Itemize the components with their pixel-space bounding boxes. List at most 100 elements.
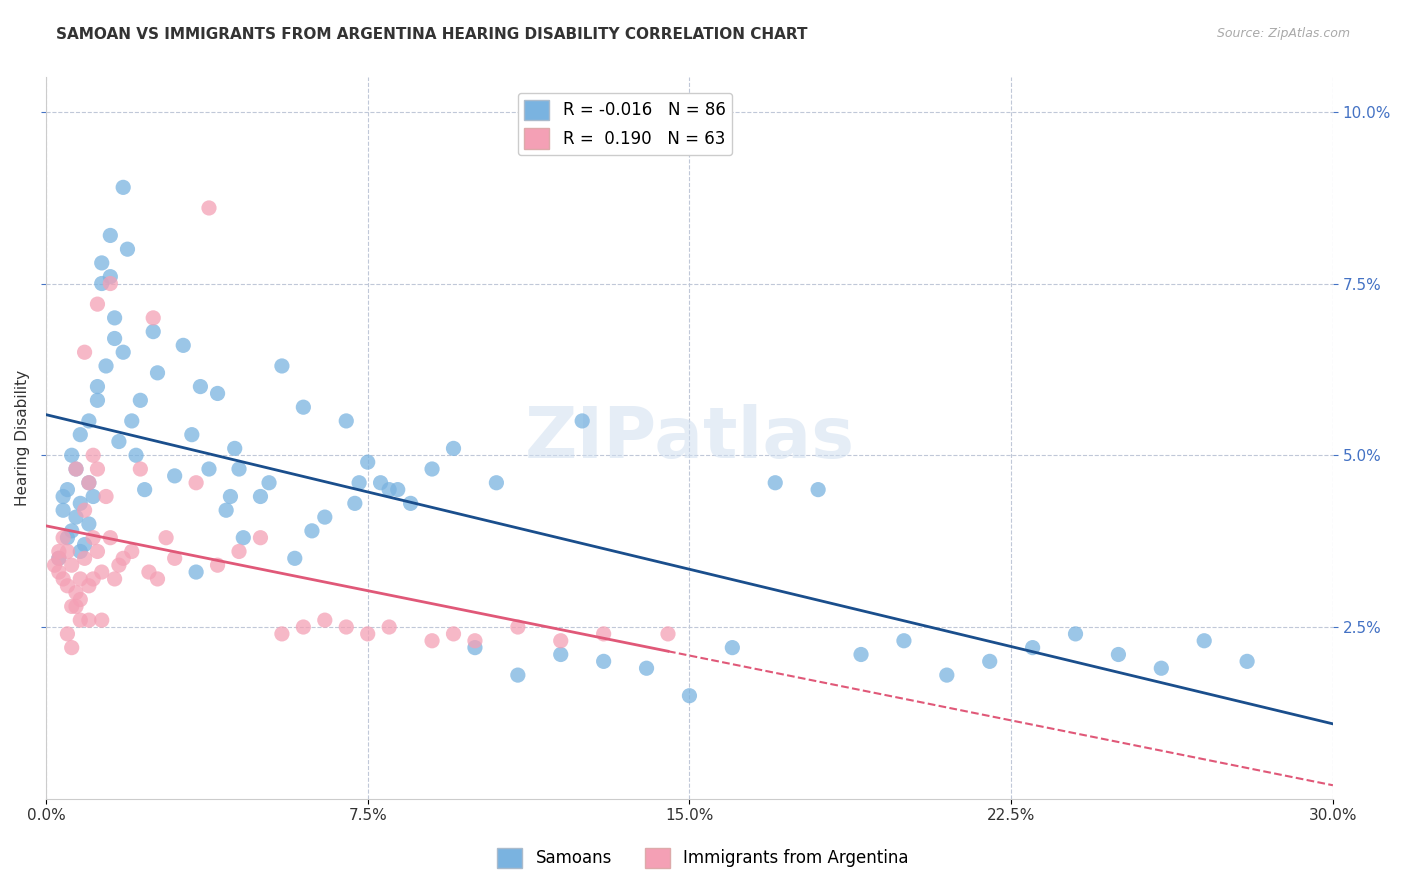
Point <box>343 496 366 510</box>
Point <box>357 627 380 641</box>
Point <box>314 613 336 627</box>
Point <box>979 654 1001 668</box>
Point <box>112 551 135 566</box>
Point <box>420 633 443 648</box>
Point <box>104 572 127 586</box>
Point <box>65 510 87 524</box>
Point <box>146 366 169 380</box>
Point <box>146 572 169 586</box>
Point <box>77 613 100 627</box>
Point <box>506 668 529 682</box>
Point <box>370 475 392 490</box>
Legend: R = -0.016   N = 86, R =  0.190   N = 63: R = -0.016 N = 86, R = 0.190 N = 63 <box>517 93 733 155</box>
Point <box>77 579 100 593</box>
Point <box>219 490 242 504</box>
Point <box>314 510 336 524</box>
Point <box>73 551 96 566</box>
Point <box>184 565 207 579</box>
Point <box>121 414 143 428</box>
Point <box>104 331 127 345</box>
Point <box>52 531 75 545</box>
Point <box>138 565 160 579</box>
Point <box>44 558 66 573</box>
Point <box>335 620 357 634</box>
Point <box>1236 654 1258 668</box>
Point <box>134 483 156 497</box>
Point <box>257 475 280 490</box>
Point <box>69 572 91 586</box>
Point <box>56 579 79 593</box>
Point <box>48 544 70 558</box>
Point <box>77 475 100 490</box>
Point <box>98 531 121 545</box>
Point <box>935 668 957 682</box>
Point <box>69 544 91 558</box>
Point <box>207 558 229 573</box>
Point <box>893 633 915 648</box>
Point <box>82 490 104 504</box>
Point <box>1107 648 1129 662</box>
Legend: Samoans, Immigrants from Argentina: Samoans, Immigrants from Argentina <box>491 841 915 875</box>
Point <box>420 462 443 476</box>
Point <box>82 572 104 586</box>
Point <box>387 483 409 497</box>
Point <box>142 310 165 325</box>
Point <box>443 442 465 456</box>
Point <box>464 633 486 648</box>
Point <box>163 551 186 566</box>
Point <box>69 592 91 607</box>
Point <box>48 551 70 566</box>
Point <box>232 531 254 545</box>
Point <box>82 448 104 462</box>
Point <box>77 414 100 428</box>
Point <box>172 338 194 352</box>
Point <box>104 310 127 325</box>
Point <box>90 256 112 270</box>
Point <box>108 434 131 449</box>
Point <box>550 633 572 648</box>
Point <box>357 455 380 469</box>
Point <box>86 379 108 393</box>
Point <box>301 524 323 538</box>
Point <box>65 462 87 476</box>
Point <box>198 462 221 476</box>
Point <box>129 393 152 408</box>
Point <box>77 475 100 490</box>
Text: SAMOAN VS IMMIGRANTS FROM ARGENTINA HEARING DISABILITY CORRELATION CHART: SAMOAN VS IMMIGRANTS FROM ARGENTINA HEAR… <box>56 27 807 42</box>
Point <box>271 359 294 373</box>
Point <box>592 627 614 641</box>
Point <box>56 483 79 497</box>
Point <box>571 414 593 428</box>
Point <box>807 483 830 497</box>
Point <box>657 627 679 641</box>
Point <box>292 400 315 414</box>
Point <box>112 345 135 359</box>
Point <box>190 379 212 393</box>
Point <box>550 648 572 662</box>
Point <box>108 558 131 573</box>
Point <box>228 544 250 558</box>
Y-axis label: Hearing Disability: Hearing Disability <box>15 370 30 506</box>
Point <box>98 228 121 243</box>
Point <box>73 345 96 359</box>
Point <box>48 565 70 579</box>
Point <box>69 427 91 442</box>
Point <box>82 531 104 545</box>
Point <box>86 297 108 311</box>
Point <box>464 640 486 655</box>
Point <box>378 620 401 634</box>
Point <box>77 516 100 531</box>
Point <box>60 558 83 573</box>
Point <box>65 462 87 476</box>
Point <box>121 544 143 558</box>
Point <box>224 442 246 456</box>
Point <box>155 531 177 545</box>
Point <box>721 640 744 655</box>
Point <box>184 475 207 490</box>
Point <box>763 475 786 490</box>
Point <box>90 565 112 579</box>
Point <box>443 627 465 641</box>
Point <box>60 640 83 655</box>
Point <box>335 414 357 428</box>
Point <box>1192 633 1215 648</box>
